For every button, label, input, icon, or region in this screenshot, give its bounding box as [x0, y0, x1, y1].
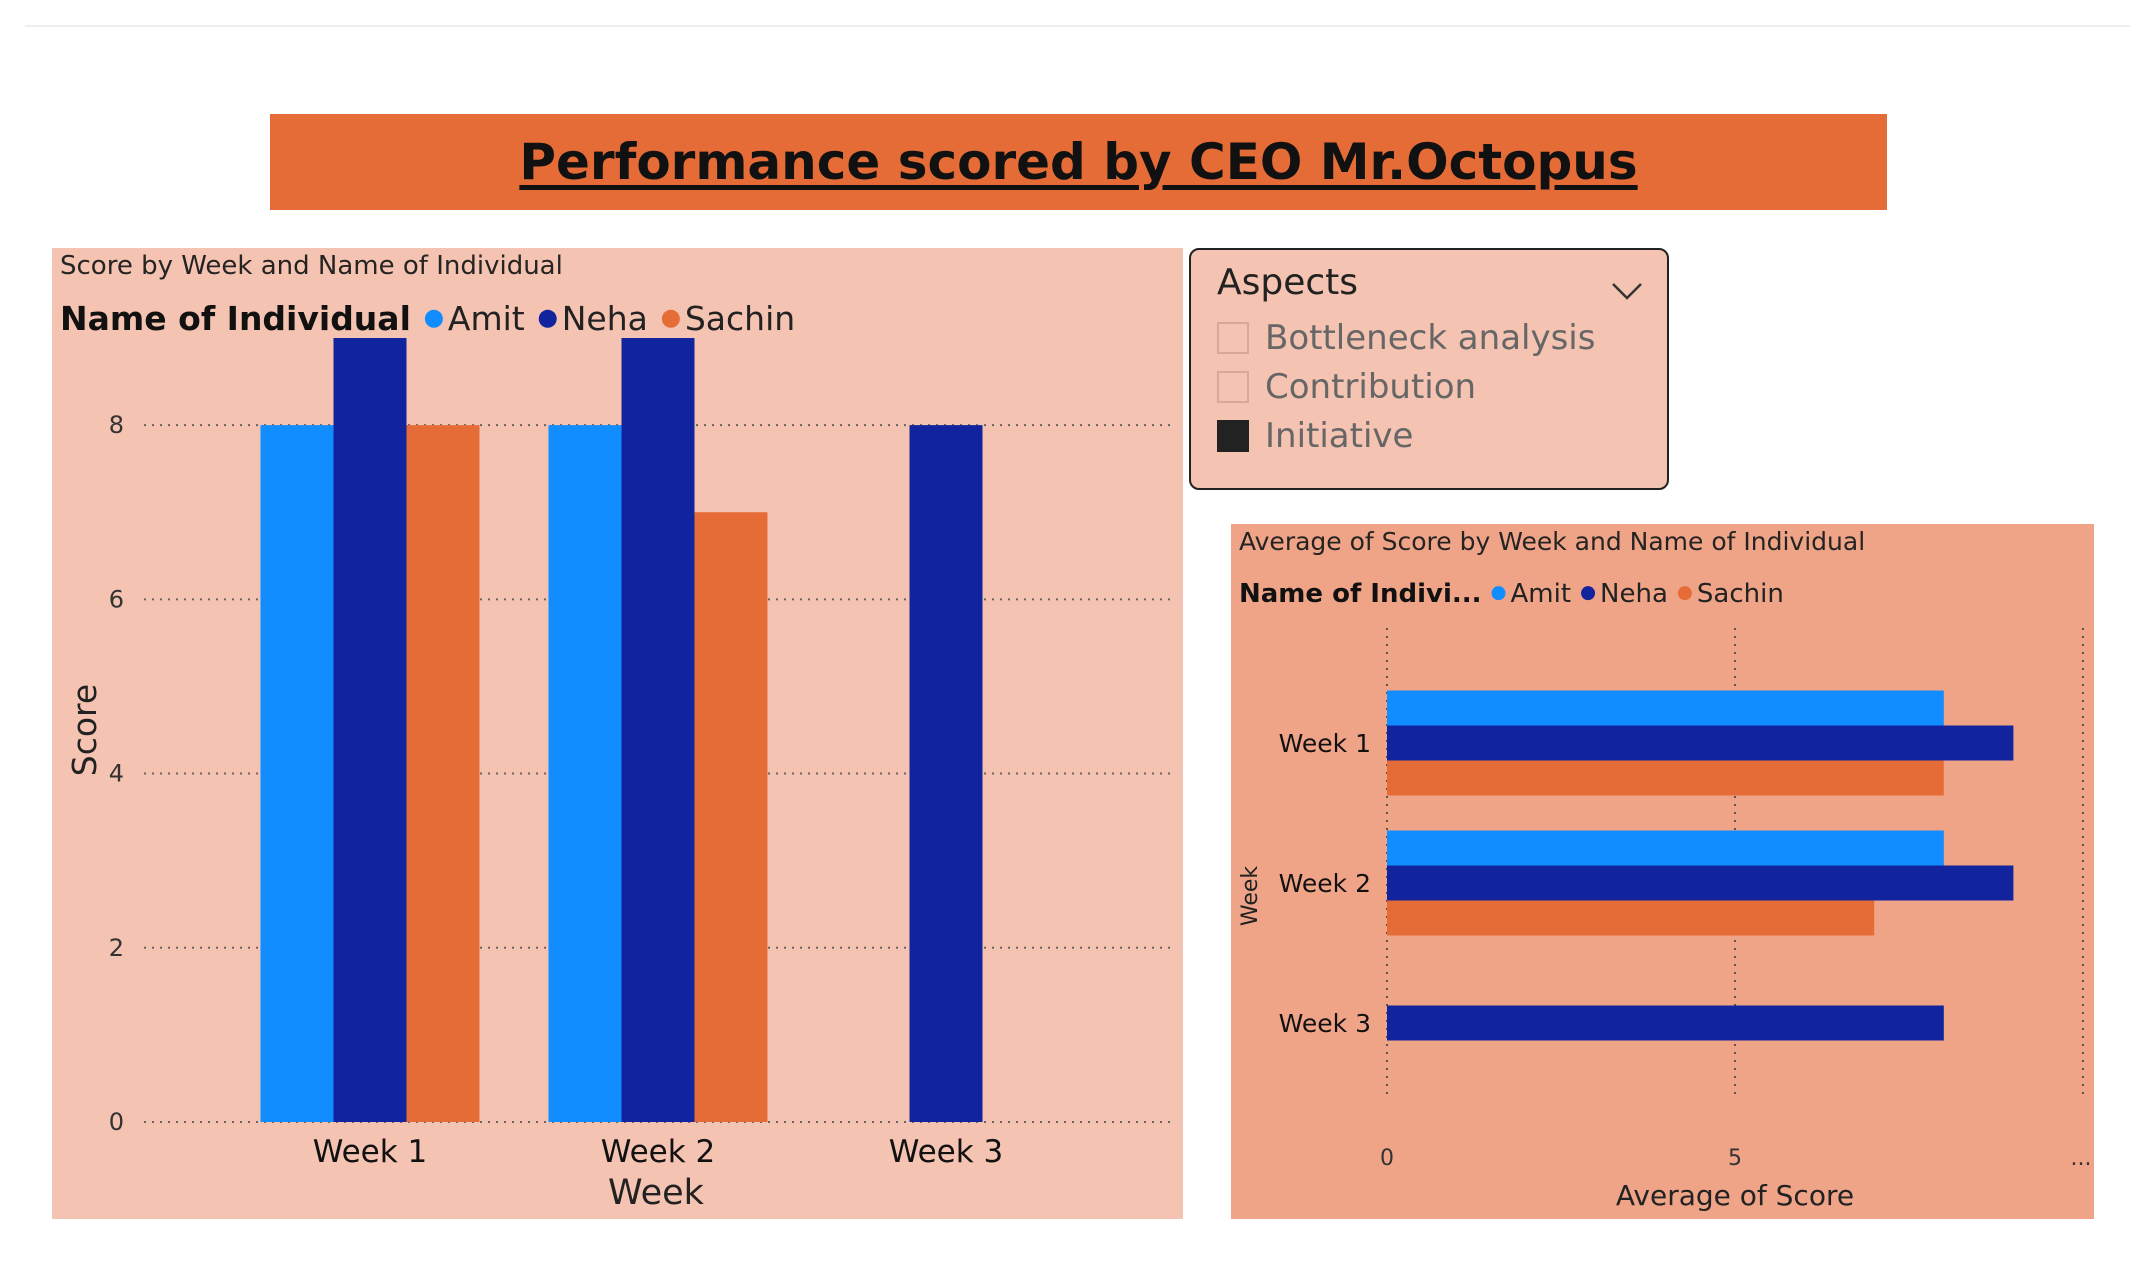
x-axis-label: Week	[608, 1173, 705, 1213]
checkbox[interactable]	[1217, 371, 1249, 403]
slicer-item-label: Initiative	[1265, 416, 1414, 456]
bar-amit-week-1[interactable]	[1387, 690, 1944, 726]
y-tick-label: Week 1	[1279, 729, 1371, 758]
legend-marker-amit	[424, 309, 443, 328]
x-tick-label: Week 2	[601, 1134, 716, 1170]
y-tick-label: Week 3	[1279, 1009, 1371, 1038]
legend-item-amit[interactable]: Amit	[448, 299, 525, 338]
legend-item-sachin[interactable]: Sachin	[1697, 579, 1784, 609]
bar-neha-week-1[interactable]	[1387, 725, 2014, 761]
y-tick-label: 0	[109, 1108, 124, 1136]
column-chart[interactable]: Score by Week and Name of Individual Name…	[52, 248, 1183, 1219]
x-tick-label: Week 3	[889, 1134, 1004, 1170]
bar-neha-week-3[interactable]	[909, 425, 983, 1123]
chevron-down-icon[interactable]	[1609, 272, 1645, 308]
legend-title: Name of Indivi...	[1239, 579, 1482, 609]
bar-neha-week-2[interactable]	[1387, 865, 2014, 901]
legend-item-neha[interactable]: Neha	[1600, 579, 1668, 609]
slicer-item-label: Contribution	[1265, 367, 1477, 407]
legend-marker-sachin	[1677, 586, 1692, 601]
legend-item-sachin[interactable]: Sachin	[685, 299, 795, 338]
x-tick-label: 5	[1728, 1146, 1742, 1171]
legend-marker-neha	[1581, 586, 1596, 601]
y-tick-label: 8	[109, 411, 124, 439]
slicer-header: Aspects	[1217, 262, 1359, 303]
y-tick-label: 6	[109, 585, 124, 613]
y-tick-label: Week 2	[1279, 869, 1371, 898]
y-axis-label: Week	[1238, 866, 1263, 927]
legend-marker-neha	[538, 309, 557, 328]
bar-sachin-week-1[interactable]	[1387, 760, 1944, 796]
title-banner: Performance scored by CEO Mr.Octopus	[270, 114, 1887, 210]
chart-title: Average of Score by Week and Name of Ind…	[1239, 527, 1865, 556]
report-title: Performance scored by CEO Mr.Octopus	[519, 133, 1638, 191]
y-axis-label: Score	[65, 684, 104, 776]
bar-chart-panel[interactable]: Average of Score by Week and Name of Ind…	[1231, 524, 2094, 1219]
slicer-item-label: Bottleneck analysis	[1265, 318, 1596, 358]
bar-chart[interactable]: Average of Score by Week and Name of Ind…	[1231, 524, 2094, 1219]
checkbox[interactable]	[1217, 420, 1249, 452]
slicer-item-initiative[interactable]: Initiative	[1217, 416, 1413, 456]
x-tick-label: 0	[1380, 1146, 1394, 1171]
slicer-item-contribution[interactable]: Contribution	[1217, 367, 1476, 407]
legend-marker-amit	[1491, 586, 1506, 601]
chart-title: Score by Week and Name of Individual	[60, 251, 563, 281]
y-tick-label: 2	[109, 934, 124, 962]
bar-sachin-week-1[interactable]	[406, 425, 480, 1123]
column-chart-panel[interactable]: Score by Week and Name of Individual Name…	[52, 248, 1183, 1219]
bar-amit-week-1[interactable]	[260, 425, 334, 1123]
x-tick-label: ...	[2071, 1146, 2092, 1171]
bar-neha-week-1[interactable]	[333, 338, 407, 1122]
aspects-slicer[interactable]: Aspects Bottleneck analysis Contribution…	[1189, 248, 1669, 490]
bar-amit-week-2[interactable]	[548, 425, 622, 1123]
bar-amit-week-2[interactable]	[1387, 830, 1944, 866]
x-tick-label: Week 1	[313, 1134, 428, 1170]
slicer-item-bottleneck-analysis[interactable]: Bottleneck analysis	[1217, 318, 1595, 358]
y-tick-label: 4	[109, 760, 124, 788]
legend-item-neha[interactable]: Neha	[562, 299, 648, 338]
x-axis-label: Average of Score	[1616, 1179, 1854, 1212]
legend-title: Name of Individual	[60, 299, 411, 338]
top-divider	[25, 25, 2130, 27]
legend-item-amit[interactable]: Amit	[1511, 579, 1572, 609]
bar-sachin-week-2[interactable]	[694, 512, 768, 1122]
bar-sachin-week-2[interactable]	[1387, 900, 1875, 936]
legend-marker-sachin	[661, 309, 680, 328]
bar-neha-week-3[interactable]	[1387, 1005, 1944, 1041]
bar-neha-week-2[interactable]	[621, 338, 695, 1122]
checkbox[interactable]	[1217, 322, 1249, 354]
